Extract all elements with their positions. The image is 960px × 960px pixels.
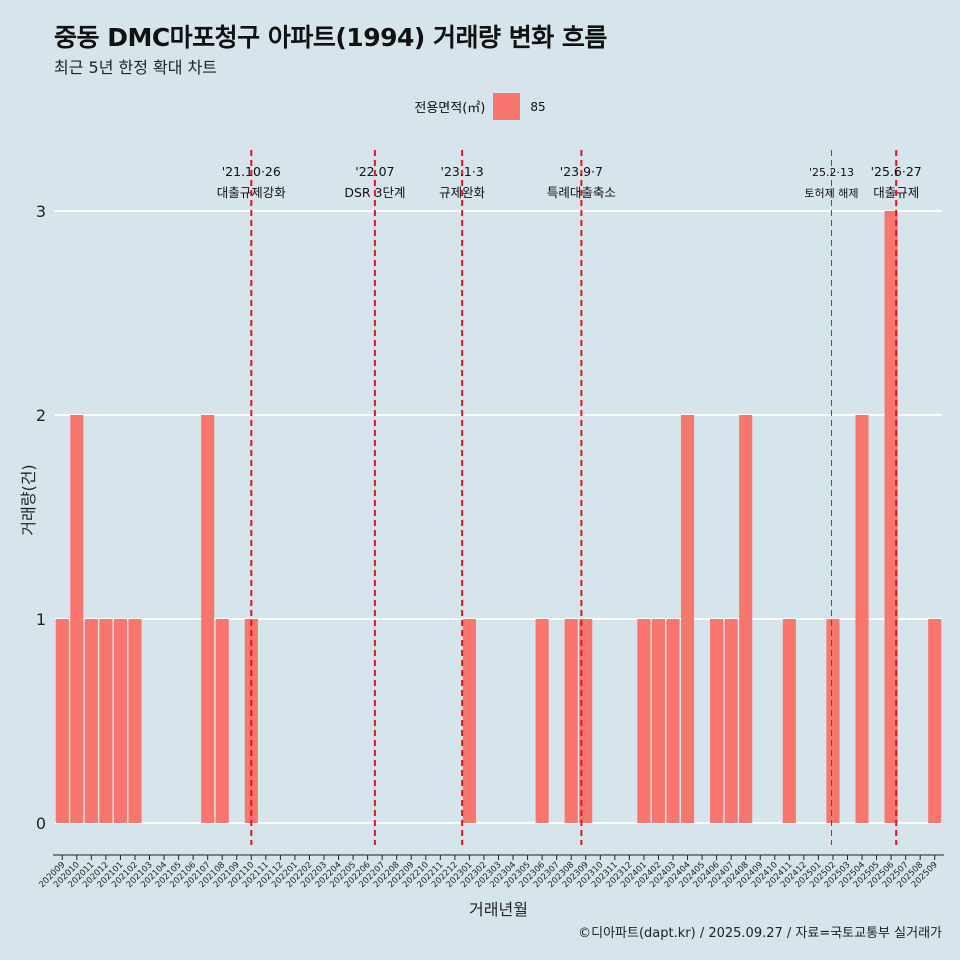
event-desc-label: DSR 3단계 [344, 185, 405, 200]
chart-title: 중동 DMC마포청구 아파트(1994) 거래량 변화 흐름 [54, 23, 607, 52]
bar [710, 619, 724, 823]
event-date-label: '22.07 [355, 164, 394, 179]
bar [637, 619, 651, 823]
credit-line: ©디아파트(dapt.kr) / 2025.09.27 / 자료=국토교통부 실… [578, 926, 942, 941]
bar [739, 415, 753, 823]
bar [928, 619, 942, 823]
bar [884, 211, 898, 823]
event-date-label: '23.9·7 [560, 164, 603, 179]
legend-label: 85 [530, 99, 546, 114]
event-desc-label: 특례대출축소 [547, 185, 616, 200]
bar [462, 619, 476, 823]
y-tick-label: 0 [36, 814, 46, 833]
bar [855, 415, 869, 823]
event-desc-label: 규제완화 [439, 185, 486, 200]
bar [579, 619, 593, 823]
bar [826, 619, 840, 823]
bar [782, 619, 796, 823]
bar [535, 619, 549, 823]
y-tick-label: 3 [36, 202, 46, 221]
bar [84, 619, 98, 823]
bar [99, 619, 113, 823]
bar [666, 619, 680, 823]
bar [564, 619, 578, 823]
chart-subtitle: 최근 5년 한정 확대 차트 [54, 58, 218, 77]
event-desc-label: 대출규제강화 [217, 185, 287, 200]
bar [70, 415, 84, 823]
event-date-label: '21.10·26 [222, 164, 281, 179]
event-desc-label: 대출규제 [873, 185, 919, 200]
legend-swatch [493, 93, 521, 120]
y-tick-label: 2 [36, 406, 46, 425]
bar [215, 619, 229, 823]
y-axis-title: 거래량(건) [19, 464, 38, 535]
bar [201, 415, 215, 823]
x-axis-title: 거래년월 [469, 900, 528, 919]
bar [651, 619, 665, 823]
bar [55, 619, 69, 823]
bar [128, 619, 142, 823]
legend: 전용면적(㎡) 85 [0, 93, 960, 120]
bar [113, 619, 127, 823]
event-date-label: '25.6·27 [871, 164, 922, 179]
y-tick-label: 1 [36, 610, 46, 629]
event-date-label: '23.1·3 [441, 164, 484, 179]
bar [680, 415, 695, 823]
event-desc-label: 토허제 해제 [804, 186, 858, 200]
event-date-label: '25.2·13 [809, 166, 854, 179]
bar [724, 619, 738, 823]
legend-title: 전용면적(㎡) [414, 101, 486, 116]
